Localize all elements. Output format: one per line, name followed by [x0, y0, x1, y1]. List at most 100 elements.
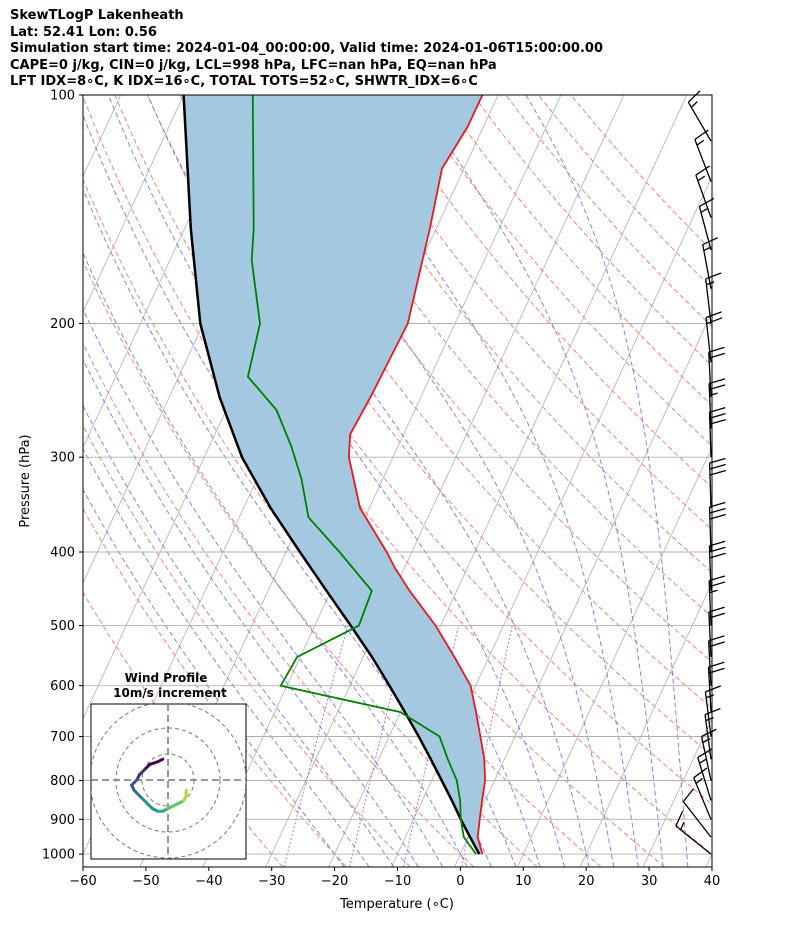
wind-barb: [708, 346, 726, 398]
moist-adiabat: [83, 404, 395, 867]
x-tick-label: −50: [132, 874, 159, 889]
barb-shaft: [707, 640, 712, 686]
hodograph: [90, 703, 247, 860]
x-tick-label: −30: [258, 874, 285, 889]
dry-adiabat: [179, 95, 712, 757]
isotherm-line: [705, 853, 712, 867]
moist-adiabat: [252, 95, 615, 867]
barb-half-flag: [679, 821, 685, 830]
time-line: Simulation start time: 2024-01-04_00:00:…: [10, 41, 603, 56]
station-title: SkewTLogP Lakenheath: [10, 8, 184, 23]
barb-flag: [708, 661, 725, 668]
y-tick-label: 500: [50, 619, 75, 634]
barb-shaft: [707, 667, 712, 713]
wind-barb: [708, 378, 726, 429]
barb-flag: [708, 612, 726, 619]
barb-flag: [708, 575, 726, 582]
moist-adiabat: [324, 95, 639, 867]
wind-barb: [708, 575, 726, 626]
wind-barb: [708, 501, 726, 553]
barb-shaft: [708, 412, 712, 458]
x-tick-label: 0: [456, 874, 464, 889]
barb-half-flag: [705, 716, 714, 722]
moist-adiabat: [525, 95, 689, 867]
x-tick-label: −60: [69, 874, 96, 889]
barb-flag: [709, 457, 726, 464]
barb-shaft: [705, 317, 712, 363]
barb-flag: [708, 346, 725, 353]
indices-line-2: LFT IDX=8∘C, K IDX=16∘C, TOTAL TOTS=52∘C…: [10, 74, 478, 89]
x-tick-label: −10: [384, 874, 411, 889]
barb-shaft: [708, 545, 712, 591]
barb-shaft: [708, 612, 712, 658]
barb-half-flag: [695, 777, 704, 784]
barb-flag: [675, 810, 684, 827]
moist-adiabat: [83, 358, 419, 867]
barb-flag: [705, 685, 722, 693]
wind-barbs: [675, 90, 727, 855]
barb-shaft: [687, 101, 712, 142]
profile-lines: [182, 95, 487, 855]
barb-flag: [694, 129, 709, 141]
y-tick-label: 1000: [42, 848, 75, 863]
barb-flag: [709, 463, 726, 470]
title-block: SkewTLogP Lakenheath Lat: 52.41 Lon: 0.5…: [10, 8, 603, 91]
barb-flag: [699, 197, 715, 208]
barb-shaft: [704, 691, 712, 737]
wind-barb: [707, 635, 725, 686]
barb-flag: [705, 311, 722, 319]
dry-adiabat: [83, 591, 284, 867]
barb-shaft: [702, 244, 712, 289]
barb-flag: [706, 317, 723, 325]
barb-flag: [708, 641, 725, 648]
barb-shaft: [682, 801, 712, 838]
barb-shaft: [708, 507, 712, 553]
dry-adiabat: [83, 424, 411, 867]
dry-adiabat: [505, 95, 712, 328]
dry-adiabat: [537, 95, 712, 290]
barb-half-flag: [709, 589, 718, 594]
y-tick-label: 600: [50, 679, 75, 694]
x-tick-label: 20: [578, 874, 595, 889]
barb-shaft: [694, 139, 712, 182]
isotherm-line: [83, 95, 247, 449]
barb-flag: [708, 667, 725, 674]
barb-shaft: [704, 714, 712, 760]
barb-shaft: [675, 825, 712, 855]
dewpoint-profile-line: [246, 95, 477, 855]
wind-barb: [682, 788, 712, 838]
barb-flag: [708, 378, 726, 385]
barb-flag: [708, 606, 725, 613]
isotherm-line: [516, 446, 712, 867]
y-tick-label: 300: [50, 451, 75, 466]
x-tick-label: −40: [195, 874, 222, 889]
mixing-ratio-line: [403, 625, 460, 867]
barb-shaft: [708, 462, 712, 509]
moist-adiabat: [415, 95, 664, 867]
barb-flag: [709, 407, 726, 413]
axes: −60 −50 −40 −30 −20 −10 0 10 20 30 40 1000 900 800 700…: [42, 89, 720, 890]
parcel-shade: [183, 95, 486, 855]
isotherm-line: [83, 95, 185, 313]
wind-barb: [705, 311, 723, 363]
wind-barb: [698, 197, 715, 251]
dry-adiabat: [83, 342, 475, 867]
wind-barb: [708, 606, 726, 658]
hodograph-subtitle: 10m/s increment: [113, 686, 227, 700]
wind-barb: [708, 457, 727, 509]
y-tick-label: 900: [50, 813, 75, 828]
indices-line-1: CAPE=0 j/kg, CIN=0 j/kg, LCL=998 hPa, LF…: [10, 57, 497, 73]
barb-flag: [708, 352, 726, 359]
barb-flag: [701, 728, 717, 738]
barb-half-flag: [696, 139, 705, 146]
barb-half-flag: [697, 175, 706, 182]
parcel-profile-line: [182, 95, 481, 855]
y-tick-label: 700: [50, 730, 75, 745]
y-tick-label: 400: [50, 546, 75, 561]
isotherm-line: [202, 95, 562, 867]
isotherm-line: [454, 310, 712, 867]
barb-half-flag: [699, 758, 707, 764]
barb-shaft: [700, 736, 712, 781]
barb-shaft: [708, 383, 712, 429]
